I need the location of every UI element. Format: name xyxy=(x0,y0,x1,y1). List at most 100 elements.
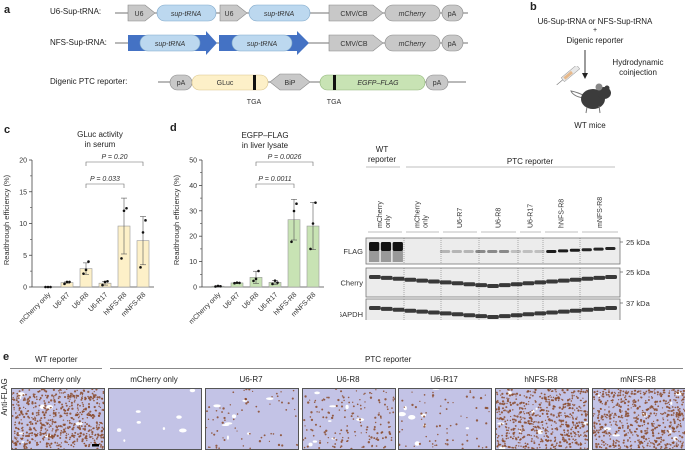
svg-text:P = 0.0011: P = 0.0011 xyxy=(258,176,291,183)
histology-image-title: hNFS-R8 xyxy=(524,375,558,384)
chart-c-title-2: in serum xyxy=(84,140,116,149)
blot-lane-label: mCherry xyxy=(377,201,384,228)
histology-image-title: U6-R17 xyxy=(430,375,458,384)
chart-c-ytick-label: 10 xyxy=(19,221,27,228)
histology-image-u6-r8 xyxy=(302,388,396,450)
u6-promoter-1: U6 xyxy=(127,4,156,22)
histology-image-title: U6-R7 xyxy=(239,375,263,384)
panel-label-c: c xyxy=(4,124,11,136)
u6-promoter-2: U6 xyxy=(219,4,248,22)
sup-trna-1: sup-tRNA xyxy=(156,4,217,22)
svg-text:GLuc: GLuc xyxy=(217,80,234,87)
tga-label-1: TGA xyxy=(247,99,262,106)
blot-lane-label: mCherry xyxy=(415,201,422,228)
histology-image-hnfs-r8 xyxy=(495,388,589,450)
chart-c-bar-hnfs-r8: hNFS-R8 xyxy=(103,197,131,317)
panel-label-b: b xyxy=(530,1,537,13)
syringe-icon xyxy=(556,66,581,86)
chart-d-ylabel: Readthrough efficiency (%) xyxy=(172,174,181,265)
svg-text:pA: pA xyxy=(448,11,457,18)
blot-row-flag: FLAG 25 kDa xyxy=(343,237,651,265)
construct-label-reporter: Digenic PTC reporter: xyxy=(50,77,128,86)
chart-c-significance-bracket: P = 0.20 xyxy=(85,154,144,166)
cmv-cb-promoter-1: CMV/CB xyxy=(328,4,384,22)
svg-text:BiP: BiP xyxy=(285,80,296,87)
svg-text:CMV/CB: CMV/CB xyxy=(340,11,368,18)
chart-c-axes: 0 5 10 15 20 xyxy=(19,158,154,292)
svg-text:P = 0.033: P = 0.033 xyxy=(90,176,120,183)
mcherry-2: mCherry xyxy=(384,34,441,52)
chart-c-ytick-label: 5 xyxy=(23,253,27,260)
chart-c-bars: mCherry only U6-R7 U6-R8U6-R17hNFS-R8mNFS-… xyxy=(18,154,150,326)
svg-text:mCherry: mCherry xyxy=(399,41,426,48)
panel-label-d: d xyxy=(170,122,177,134)
chart-c-bar-mcherry-only: mCherry only xyxy=(18,285,53,326)
chart-d-bar-u6-r8: U6-R8 xyxy=(241,269,263,311)
plus-sign: + xyxy=(592,27,598,34)
mouse-illustration-icon xyxy=(556,66,611,114)
histology-image-title: mNFS-R8 xyxy=(620,375,656,384)
svg-text:U6: U6 xyxy=(225,11,234,18)
svg-text:sup-tRNA: sup-tRNA xyxy=(155,41,186,48)
molecular-weight-marker: 25 kDa xyxy=(626,268,651,277)
svg-text:sup-tRNA: sup-tRNA xyxy=(264,11,295,18)
svg-text:EGFP–FLAG: EGFP–FLAG xyxy=(357,80,399,87)
chart-d-bars: mCherry only U6-R7 U6-R8U6-R17hNFS-R8mNFS-… xyxy=(188,154,320,326)
svg-text:pA: pA xyxy=(177,80,186,87)
blot-rows: FLAG 25 kDa mCherry 25 kDa GAPDH 37 kDa xyxy=(340,237,651,320)
chart-d-xtick-label: mCherry only xyxy=(188,291,223,326)
tga-label-2: TGA xyxy=(327,99,342,106)
scale-bar xyxy=(92,444,99,447)
chart-d-ytick-label: 40 xyxy=(189,183,197,190)
nfs-promoter-2: sup-tRNA xyxy=(219,31,309,55)
chart-d-significance-bracket: P = 0.0011 xyxy=(255,176,295,188)
reporter-text: Digenic reporter xyxy=(566,36,624,45)
chart-c-ylabel: Readthrough efficiency (%) xyxy=(2,174,11,265)
wt-group-divider xyxy=(10,368,102,369)
blot-row-gapdh: GAPDH 37 kDa xyxy=(340,298,651,320)
chart-d-ytick-label: 0 xyxy=(193,285,197,292)
injection-constructs-text: U6-Sup-tRNA or NFS-Sup-tRNA xyxy=(537,17,653,26)
ptc-group-divider xyxy=(110,368,683,369)
nfs-promoter-1: sup-tRNA xyxy=(128,31,217,55)
chart-d-bar-u6-r7: U6-R7 xyxy=(222,281,244,311)
egfp-flag-gene: EGFP–FLAG xyxy=(319,74,426,91)
sup-trna-2: sup-tRNA xyxy=(248,4,311,22)
histology-image-mcherry-only xyxy=(108,388,202,450)
construct-label-u6: U6-Sup-tRNA: xyxy=(50,7,102,16)
svg-text:U6: U6 xyxy=(135,11,144,18)
gluc-gene: GLuc xyxy=(191,74,269,91)
chart-c: Readthrough efficiency (%) 0 5 10 15 20 mChe… xyxy=(2,154,154,326)
chart-d: Readthrough efficiency (%) 0 10 20 30 40 50 m… xyxy=(172,154,324,326)
chart-c-ytick-label: 0 xyxy=(23,285,27,292)
chart-d-title-2: in liver lysate xyxy=(241,141,289,150)
chart-c-ytick-label: 20 xyxy=(19,158,27,165)
histology-image-title: mCherry only xyxy=(130,375,178,384)
histology-wt-group-label: WT reporter xyxy=(35,355,78,364)
chart-c-xtick-label: mCherry only xyxy=(18,291,53,326)
blot-wt-label-1: WT xyxy=(375,145,389,154)
histology-ptc-group-label: PTC reporter xyxy=(365,355,412,364)
chart-d-bar-hnfs-r8: hNFS-R8 xyxy=(273,199,301,317)
panel-label-e: e xyxy=(3,351,10,363)
blot-lane-label: only xyxy=(423,215,430,228)
chart-d-ytick-label: 10 xyxy=(189,259,197,266)
svg-text:CMV/CB: CMV/CB xyxy=(340,41,368,48)
blot-ptc-label: PTC reporter xyxy=(506,157,554,166)
molecular-weight-marker: 37 kDa xyxy=(626,299,651,308)
blot-row-label: mCherry xyxy=(340,279,363,288)
western-blot: mCherry only mCherry only U6-R7 U6-R8 U6-R17 hN… xyxy=(340,166,651,320)
chart-d-ytick-label: 30 xyxy=(189,208,197,215)
mcherry-1: mCherry xyxy=(384,4,441,22)
chart-c-xtick-label: U6-R7 xyxy=(52,291,71,310)
pa-reporter-right: pA xyxy=(425,74,449,91)
svg-text:sup-tRNA: sup-tRNA xyxy=(171,11,202,18)
chart-c-bar-u6-r7: U6-R7 xyxy=(52,280,74,311)
hydrodynamic-label: Hydrodynamic xyxy=(612,58,664,67)
wt-mice-label: WT mice xyxy=(574,121,606,130)
svg-text:pA: pA xyxy=(433,80,442,87)
chart-d-ytick-label: 50 xyxy=(189,158,197,165)
chart-c-ytick-label: 15 xyxy=(19,189,27,196)
panel-label-a: a xyxy=(4,4,11,16)
histology-image-u6-r7 xyxy=(205,388,299,450)
